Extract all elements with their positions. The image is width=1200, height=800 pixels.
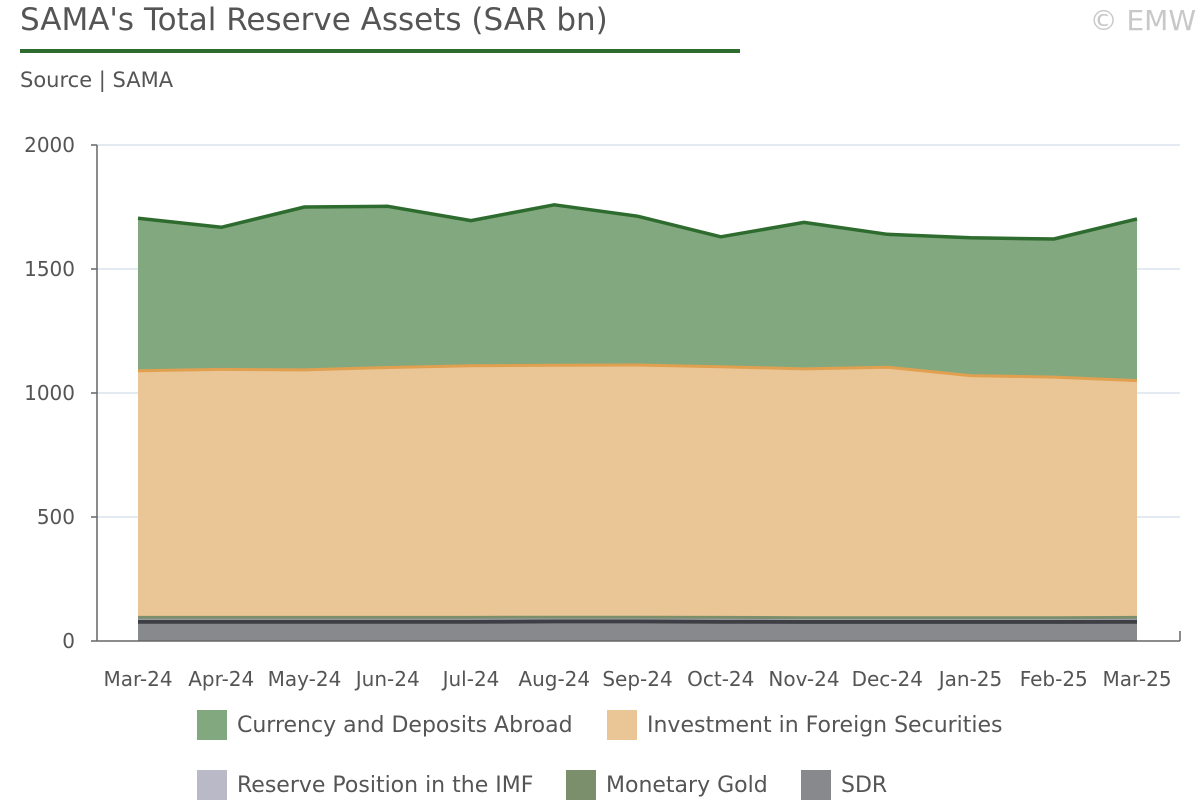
y-tick-label: 0 <box>62 629 75 653</box>
line-monetary-gold <box>138 615 1138 620</box>
x-tick-label: Aug-24 <box>518 667 590 691</box>
line-currency-and-deposits-abroad <box>137 203 1138 241</box>
x-tick-label: Jun-24 <box>354 667 420 691</box>
chart-source: Source | SAMA <box>20 68 174 92</box>
area-investment-in-foreign-securities <box>138 365 1137 618</box>
x-tick-label: Mar-24 <box>103 667 172 691</box>
area-sdr <box>138 621 1137 641</box>
tick-labels: 0 500 1000 1500 2000 Mar-24 Apr-24 May-24 Jun-24… <box>24 133 1171 691</box>
chart-title: SAMA's Total Reserve Assets (SAR bn) <box>20 2 608 38</box>
x-tick-label: Mar-25 <box>1102 667 1171 691</box>
line-sdr <box>138 619 1138 624</box>
y-tick-label: 1500 <box>24 257 75 281</box>
y-tick-label: 2000 <box>24 133 75 157</box>
x-tick-label: Jul-24 <box>441 667 500 691</box>
copyright-watermark: © EMW <box>1089 4 1196 37</box>
x-tick-label: Feb-25 <box>1020 667 1088 691</box>
x-tick-label: Jan-25 <box>937 667 1003 691</box>
series-lines <box>137 203 1138 624</box>
x-tick-label: May-24 <box>268 667 342 691</box>
axes <box>91 144 1181 642</box>
x-tick-label: Nov-24 <box>768 667 839 691</box>
area-series <box>138 204 1137 641</box>
title-underline <box>20 49 740 53</box>
x-tick-label: Sep-24 <box>602 667 672 691</box>
x-tick-label: Apr-24 <box>188 667 254 691</box>
y-tick-label: 500 <box>37 505 75 529</box>
y-tick-label: 1000 <box>24 381 75 405</box>
line-investment-in-foreign-securities <box>137 363 1138 383</box>
x-tick-label: Oct-24 <box>687 667 754 691</box>
area-currency-and-deposits-abroad <box>138 204 1137 381</box>
x-tick-label: Dec-24 <box>852 667 923 691</box>
